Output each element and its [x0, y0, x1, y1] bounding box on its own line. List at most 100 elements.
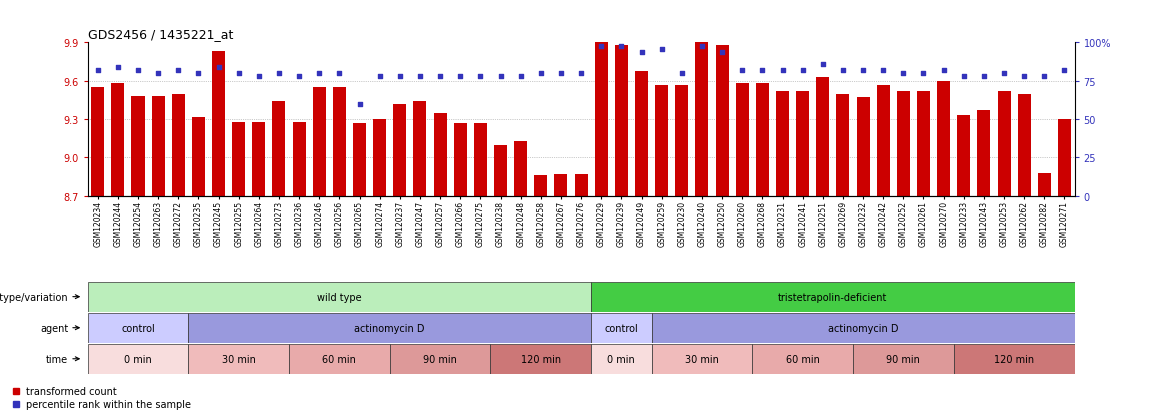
Text: 30 min: 30 min [684, 354, 718, 364]
Point [390, 74, 409, 80]
Bar [534, 176, 548, 196]
Bar [555, 175, 568, 196]
Text: actinomycin D: actinomycin D [354, 323, 425, 333]
Text: 0 min: 0 min [124, 354, 152, 364]
Point [331, 71, 349, 77]
Bar [394, 104, 406, 196]
Point [693, 43, 711, 50]
Point [712, 49, 731, 56]
Point [773, 68, 792, 74]
Bar [937, 82, 951, 196]
Bar [272, 102, 285, 196]
Point [874, 68, 892, 74]
Point [571, 71, 590, 77]
Bar [736, 84, 749, 196]
Point [894, 71, 912, 77]
Bar [313, 88, 326, 196]
Point [451, 74, 470, 80]
Point [854, 68, 872, 74]
Bar [836, 94, 849, 196]
Bar [797, 92, 809, 196]
Bar [595, 43, 607, 196]
Bar [591, 282, 1075, 312]
Bar [88, 344, 188, 374]
Text: 90 min: 90 min [423, 354, 457, 364]
Bar [652, 344, 752, 374]
Text: time: time [47, 354, 68, 364]
Text: 0 min: 0 min [607, 354, 635, 364]
Point [229, 71, 248, 77]
Bar [856, 98, 870, 196]
Bar [292, 122, 306, 196]
Text: control: control [605, 323, 638, 333]
Bar [614, 46, 628, 196]
Bar [853, 344, 954, 374]
Bar [88, 313, 188, 343]
Point [673, 71, 691, 77]
Point [612, 43, 631, 50]
Bar [695, 43, 709, 196]
Text: transformed count: transformed count [26, 386, 117, 396]
Point [250, 74, 269, 80]
Bar [192, 117, 204, 196]
Point [189, 71, 208, 77]
Bar [776, 92, 790, 196]
Text: 120 min: 120 min [521, 354, 561, 364]
Point [753, 68, 772, 74]
Bar [675, 85, 688, 196]
Point [934, 68, 953, 74]
Bar [591, 313, 652, 343]
Bar [333, 88, 346, 196]
Point [431, 74, 450, 80]
Bar [756, 84, 769, 196]
Bar [997, 92, 1010, 196]
Point [974, 74, 993, 80]
Bar [954, 344, 1075, 374]
Point [411, 74, 430, 80]
Bar [453, 123, 467, 196]
Bar [1017, 94, 1030, 196]
Point [492, 74, 510, 80]
Point [512, 74, 530, 80]
Bar [152, 97, 165, 196]
Bar [494, 145, 507, 196]
Text: 30 min: 30 min [222, 354, 256, 364]
Point [592, 43, 611, 50]
Bar [917, 92, 930, 196]
Point [209, 64, 228, 71]
Bar [575, 175, 588, 196]
Point [109, 64, 127, 71]
Point [471, 74, 489, 80]
Point [350, 101, 369, 108]
Bar [752, 344, 853, 374]
Bar [877, 85, 890, 196]
Bar [591, 344, 652, 374]
Point [89, 68, 107, 74]
Bar [188, 313, 591, 343]
Bar [88, 282, 591, 312]
Bar [514, 141, 527, 196]
Text: 60 min: 60 min [322, 354, 356, 364]
Point [834, 68, 853, 74]
Bar [635, 71, 648, 196]
Bar [232, 122, 245, 196]
Point [169, 68, 188, 74]
Text: 90 min: 90 min [887, 354, 920, 364]
Bar [958, 116, 971, 196]
Point [290, 74, 308, 80]
Bar [172, 94, 185, 196]
Bar [288, 344, 390, 374]
Text: 120 min: 120 min [994, 354, 1034, 364]
Bar [390, 344, 491, 374]
Bar [652, 313, 1075, 343]
Point [148, 71, 167, 77]
Bar [474, 123, 487, 196]
Bar [978, 111, 990, 196]
Point [732, 68, 751, 74]
Text: 60 min: 60 min [786, 354, 820, 364]
Text: control: control [121, 323, 155, 333]
Bar [413, 102, 426, 196]
Point [128, 68, 147, 74]
Text: genotype/variation: genotype/variation [0, 292, 68, 302]
Text: wild type: wild type [317, 292, 362, 302]
